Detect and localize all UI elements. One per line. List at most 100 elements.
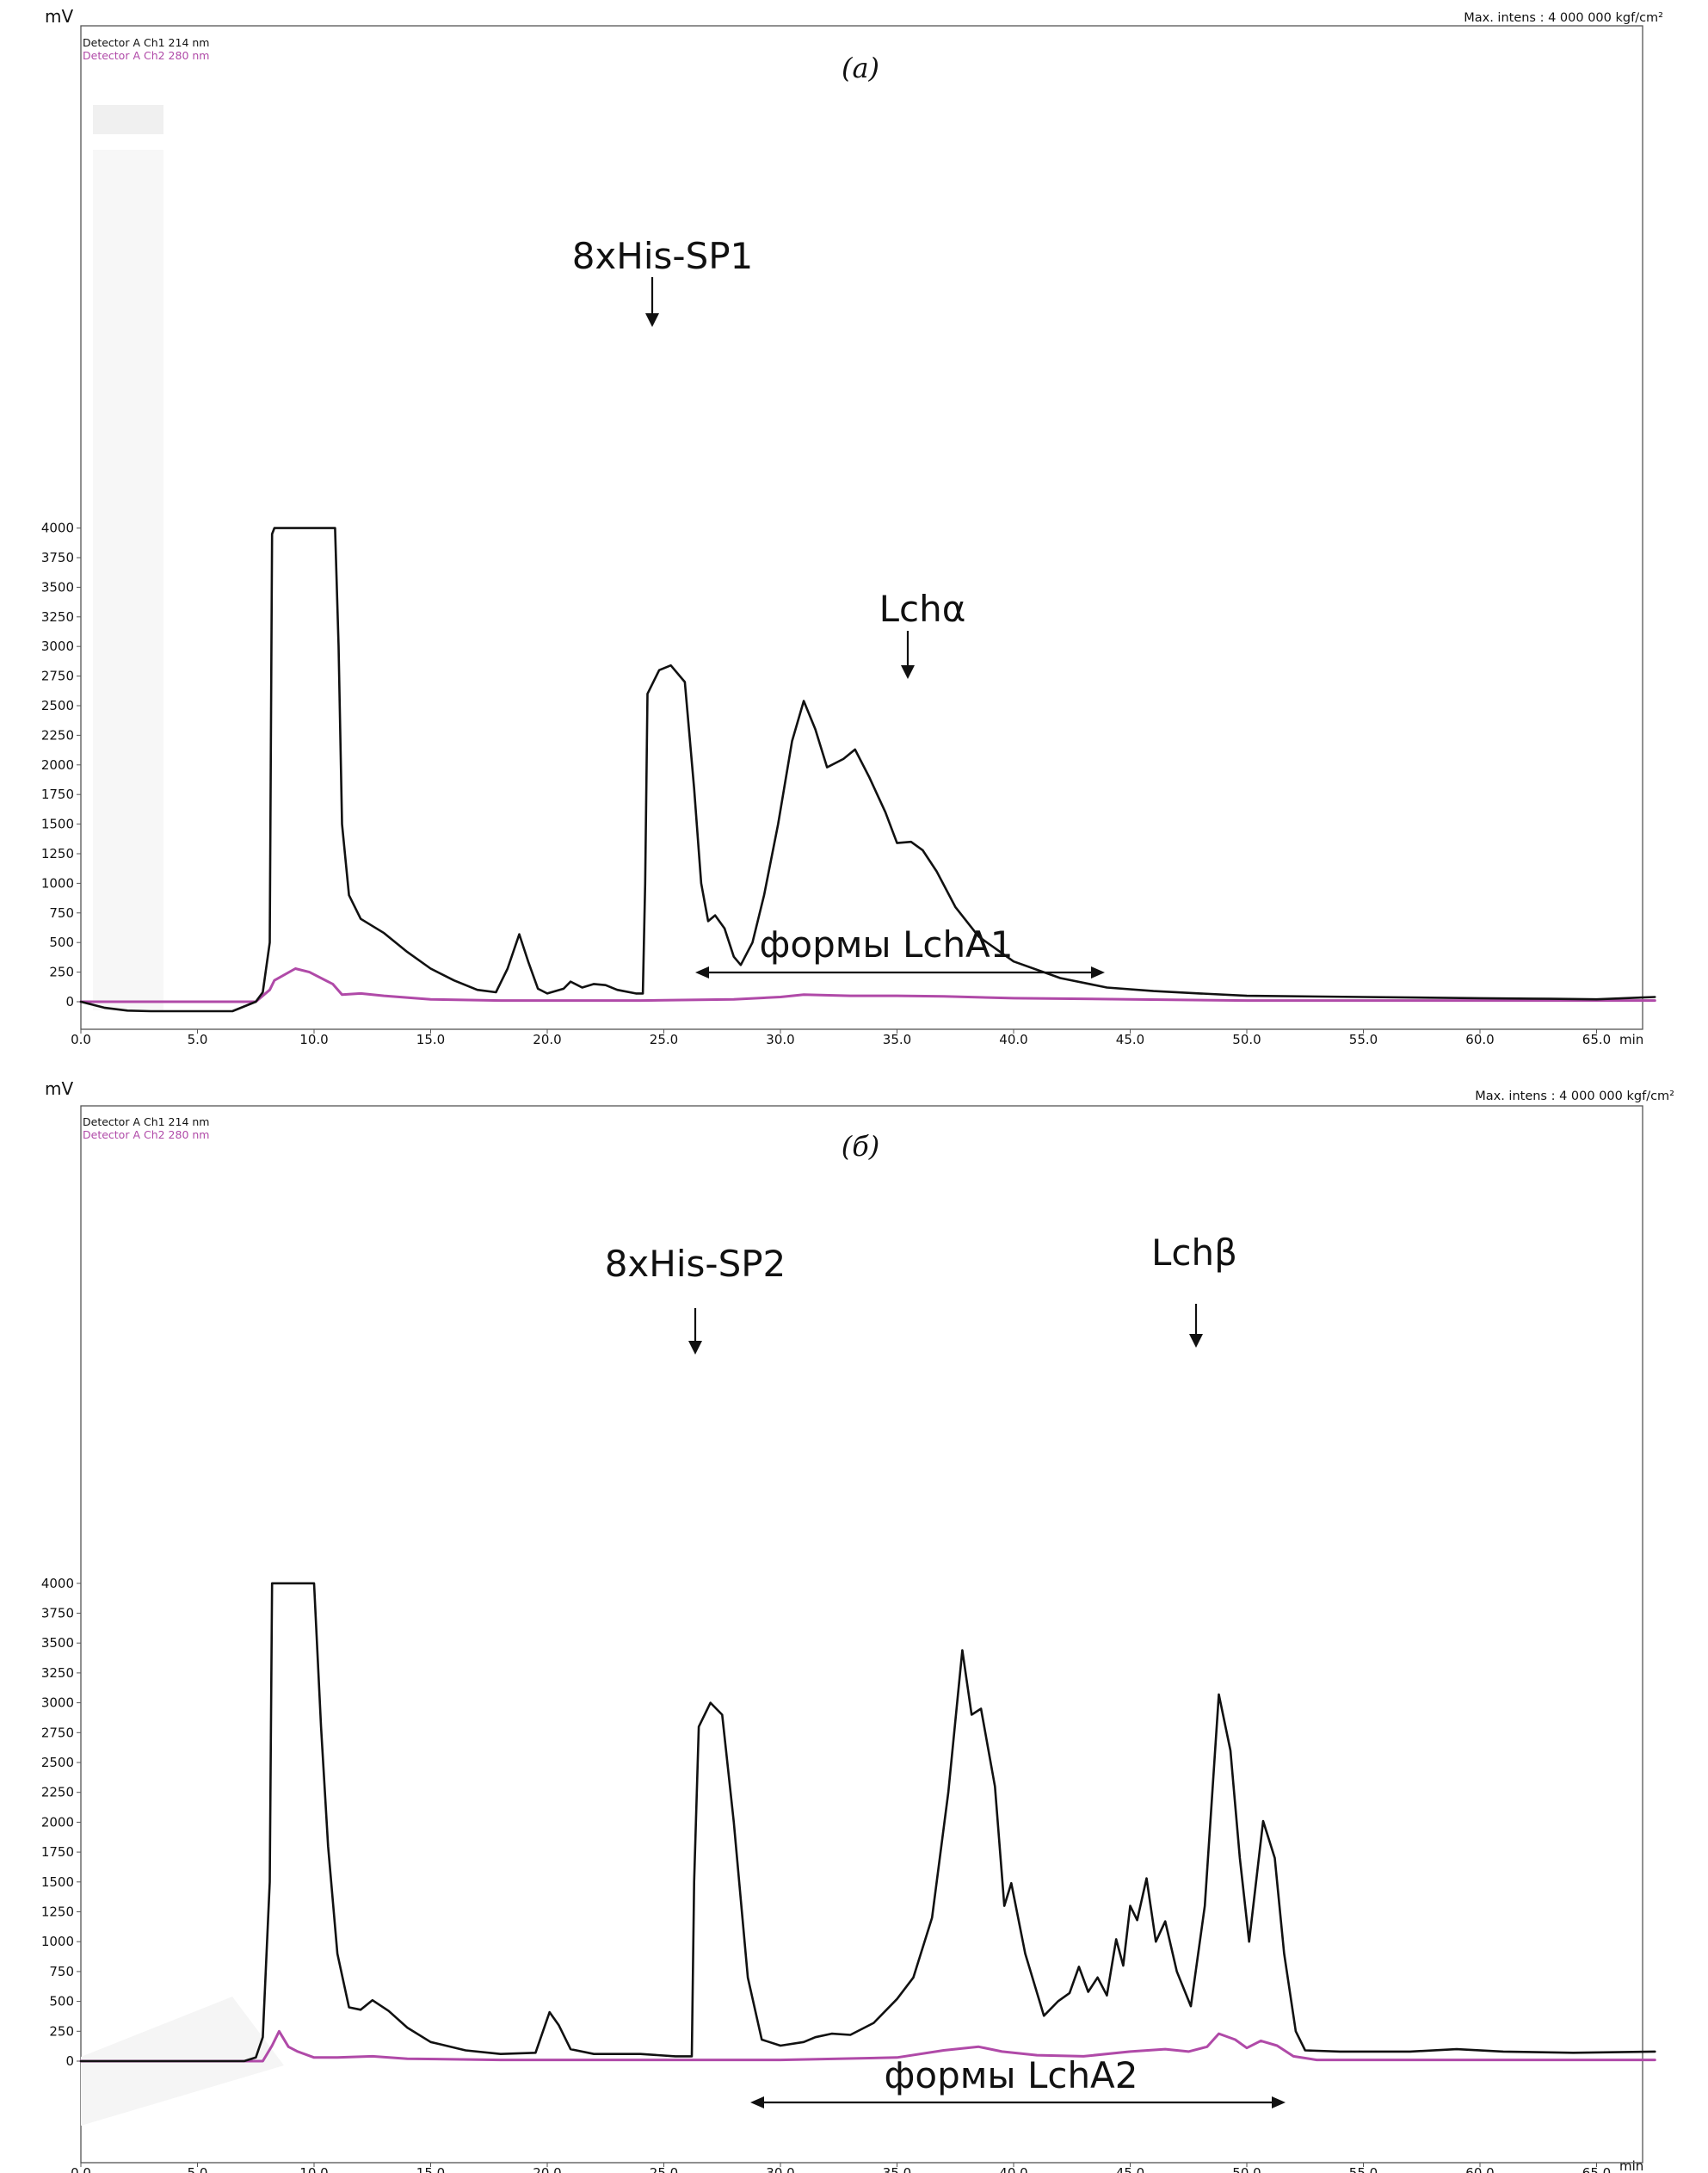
x-tick-label: 20.0 bbox=[533, 1032, 561, 1047]
y-tick-label: 1750 bbox=[41, 1844, 74, 1860]
x-tick-label: 50.0 bbox=[1232, 1032, 1261, 1047]
y-tick-label: 3250 bbox=[41, 609, 74, 625]
y-tick-label: 1000 bbox=[41, 1934, 74, 1949]
y-tick-label: 2500 bbox=[41, 1755, 74, 1770]
series-ch2-a bbox=[79, 967, 1656, 1003]
x-unit-label-b: min bbox=[1619, 2158, 1643, 2173]
y-tick-labels-b: 0 250 500 750 1000 1250 1500 1750 2000 2250 2500 27… bbox=[41, 1576, 81, 2069]
y-tick-label: 0 bbox=[65, 994, 74, 1009]
annotation-lch-beta: Lchβ bbox=[1151, 1232, 1237, 1274]
range-arrow-lcha1 bbox=[695, 966, 1105, 978]
y-tick-label: 2000 bbox=[41, 1814, 74, 1830]
chart-panel-a: 0 250 500 750 1000 1250 1500 1750 2000 2250 2500 27… bbox=[41, 6, 1663, 1047]
legend-ch1-a: Detector A Ch1 214 nm bbox=[83, 36, 209, 49]
x-tick-label: 25.0 bbox=[650, 1032, 678, 1047]
x-tick-label: 35.0 bbox=[883, 1032, 911, 1047]
x-tick-label: 10.0 bbox=[299, 2165, 328, 2173]
x-tick-label: 30.0 bbox=[766, 2165, 794, 2173]
y-tick-label: 2750 bbox=[41, 669, 74, 684]
max-intens-label-a: Max. intens : 4 000 000 kgf/cm² bbox=[1464, 11, 1663, 25]
x-tick-label: 60.0 bbox=[1465, 1032, 1494, 1047]
y-tick-label: 1250 bbox=[41, 1904, 74, 1920]
range-arrow-lcha2 bbox=[750, 2096, 1286, 2108]
panel-label-b: (б) bbox=[842, 1130, 880, 1163]
series-line-ch1 bbox=[79, 1582, 1656, 2063]
x-tick-label: 50.0 bbox=[1232, 2165, 1261, 2173]
y-tick-label: 3000 bbox=[41, 639, 74, 654]
x-tick-label: 40.0 bbox=[999, 2165, 1027, 2173]
x-tick-label: 15.0 bbox=[416, 2165, 445, 2173]
series-ch1-a bbox=[79, 527, 1656, 1013]
annotation-lch-alpha: Lchα bbox=[879, 588, 966, 630]
panel-label-a: (а) bbox=[842, 52, 879, 84]
y-tick-label: 1500 bbox=[41, 817, 74, 832]
legend-ch1-b: Detector A Ch1 214 nm bbox=[83, 1115, 209, 1128]
arrow-8xhis-sp1 bbox=[645, 277, 659, 327]
y-tick-label: 250 bbox=[49, 965, 74, 980]
legend-ch2-a: Detector A Ch2 280 nm bbox=[83, 49, 209, 62]
y-tick-label: 4000 bbox=[41, 1576, 74, 1591]
y-unit-label-a: mV bbox=[45, 6, 73, 27]
y-tick-label: 2000 bbox=[41, 757, 74, 773]
x-unit-label-a: min bbox=[1619, 1032, 1643, 1047]
annotation-8xhis-sp2: 8xHis-SP2 bbox=[605, 1243, 786, 1285]
x-tick-label: 55.0 bbox=[1349, 1032, 1378, 1047]
x-tick-label: 0.0 bbox=[71, 2165, 91, 2173]
x-tick-label: 45.0 bbox=[1116, 2165, 1144, 2173]
y-tick-label: 1250 bbox=[41, 846, 74, 861]
y-unit-label-b: mV bbox=[45, 1078, 73, 1099]
x-tick-label: 25.0 bbox=[650, 2165, 678, 2173]
x-tick-label: 60.0 bbox=[1465, 2165, 1494, 2173]
x-tick-label: 45.0 bbox=[1116, 1032, 1144, 1047]
y-tick-label: 0 bbox=[65, 2053, 74, 2069]
x-tick-label: 0.0 bbox=[71, 1032, 91, 1047]
plot-area-a bbox=[80, 25, 1643, 1030]
y-tick-label: 3250 bbox=[41, 1665, 74, 1681]
y-tick-label: 750 bbox=[49, 1964, 74, 1979]
annotation-8xhis-sp1: 8xHis-SP1 bbox=[572, 235, 754, 277]
arrow-lch-beta bbox=[1189, 1304, 1203, 1348]
y-tick-label: 250 bbox=[49, 2023, 74, 2039]
y-tick-label: 3500 bbox=[41, 579, 74, 595]
arrow-8xhis-sp2 bbox=[688, 1308, 702, 1355]
arrow-lch-alpha bbox=[901, 631, 915, 679]
y-tick-label: 2250 bbox=[41, 1785, 74, 1800]
y-tick-label: 3500 bbox=[41, 1635, 74, 1651]
max-intens-label-b: Max. intens : 4 000 000 kgf/cm² bbox=[1475, 1090, 1674, 1103]
y-tick-label: 3750 bbox=[41, 1606, 74, 1621]
y-tick-label: 1750 bbox=[41, 787, 74, 802]
y-tick-label: 3750 bbox=[41, 550, 74, 565]
x-tick-label: 5.0 bbox=[188, 1032, 208, 1047]
x-tick-label: 40.0 bbox=[999, 1032, 1027, 1047]
x-tick-label: 10.0 bbox=[299, 1032, 328, 1047]
legend-ch2-b: Detector A Ch2 280 nm bbox=[83, 1128, 209, 1141]
y-tick-label: 500 bbox=[49, 1994, 74, 2009]
y-tick-label: 2500 bbox=[41, 698, 74, 713]
x-tick-label: 20.0 bbox=[533, 2165, 561, 2173]
faint-overlay-bottom bbox=[93, 150, 163, 1010]
chart-panel-b: 0 250 500 750 1000 1250 1500 1750 2000 2250 2500 27… bbox=[41, 1078, 1674, 2173]
x-tick-label: 65.0 bbox=[1582, 2165, 1611, 2173]
plot-area-b bbox=[80, 1105, 1643, 2164]
y-tick-label: 2750 bbox=[41, 1725, 74, 1740]
y-tick-label: 500 bbox=[49, 935, 74, 950]
series-ch2-b bbox=[79, 2029, 1656, 2063]
x-tick-label: 15.0 bbox=[416, 1032, 445, 1047]
y-tick-label: 2250 bbox=[41, 727, 74, 743]
series-line-ch2 bbox=[79, 967, 1656, 1003]
x-tick-label: 35.0 bbox=[883, 2165, 911, 2173]
x-tick-label: 5.0 bbox=[188, 2165, 208, 2173]
series-line-ch1 bbox=[79, 527, 1656, 1013]
y-tick-labels-a: 0 250 500 750 1000 1250 1500 1750 2000 2250 2500 27… bbox=[41, 521, 81, 1009]
annotation-forms-lcha1: формы LchA1 bbox=[759, 923, 1013, 966]
y-tick-label: 1500 bbox=[41, 1874, 74, 1890]
series-ch1-b bbox=[79, 1582, 1656, 2063]
x-tick-labels-a: 0.0 5.0 10.0 15.0 20.0 25.0 30.0 35.0 40.0 45.0 50… bbox=[71, 1029, 1611, 1047]
faint-overlay-top bbox=[93, 105, 163, 134]
x-tick-label: 65.0 bbox=[1582, 1032, 1611, 1047]
series-line-ch2 bbox=[79, 2029, 1656, 2063]
x-tick-labels-b: 0.0 5.0 10.0 15.0 20.0 25.0 30.0 35.0 40.0 45.0 50… bbox=[71, 2163, 1611, 2173]
x-tick-label: 30.0 bbox=[766, 1032, 794, 1047]
y-tick-label: 4000 bbox=[41, 521, 74, 536]
